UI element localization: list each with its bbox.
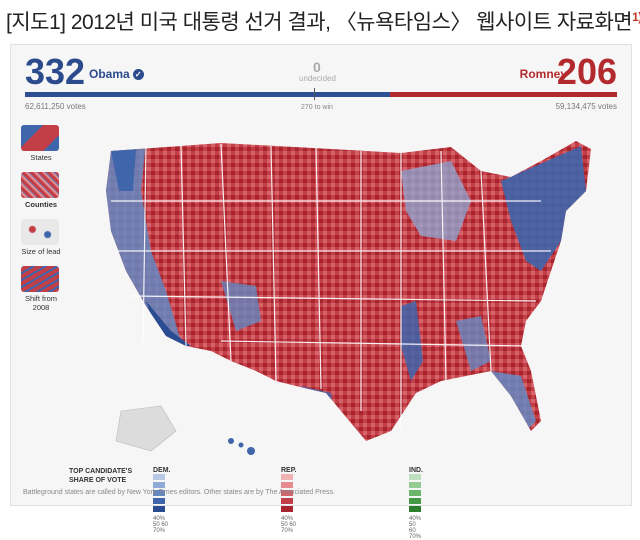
view-label-size-of-lead[interactable]: Size of lead — [21, 247, 61, 256]
view-switcher: States Counties Size of lead Shift from … — [21, 125, 69, 322]
view-thumb-counties[interactable] — [21, 172, 59, 198]
legend-swatch — [409, 474, 421, 480]
legend-swatch — [409, 482, 421, 488]
view-thumb-states[interactable] — [21, 125, 59, 151]
legend-swatch — [409, 498, 421, 504]
romney-name: Romney — [519, 67, 567, 81]
legend-ind-swatches — [409, 474, 421, 514]
obama-label: Obama ✓ — [89, 67, 144, 81]
legend-swatch — [153, 474, 165, 480]
legend-swatch — [281, 490, 293, 496]
caption-prefix: [지도1] — [6, 11, 66, 34]
figure-caption: [지도1] 2012년 미국 대통령 선거 결과, 〈뉴욕타임스〉 웹사이트 자… — [6, 6, 640, 40]
alaska — [115, 405, 177, 452]
undecided-label: undecided — [299, 74, 336, 83]
legend-swatch — [281, 498, 293, 504]
legend-dem-scale: 40% 50 60 70% — [153, 516, 169, 534]
obama-popular-votes: 62,611,250 votes — [25, 102, 86, 111]
legend-rep-swatches — [281, 474, 293, 514]
caption-text: 2012년 미국 대통령 선거 결과, 〈뉴욕타임스〉 웹사이트 자료화면 — [70, 11, 633, 34]
romney-electoral-votes: 206 — [556, 51, 617, 92]
view-thumb-shift[interactable] — [21, 266, 59, 292]
footnote: Battleground states are called by New Yo… — [23, 489, 335, 496]
romney-popular-votes: 59,134,475 votes — [555, 102, 617, 111]
footnote-mark: 1) — [632, 10, 640, 24]
obama-electoral-votes: 332 — [25, 51, 86, 92]
legend-swatch — [281, 506, 293, 512]
legend-swatch — [409, 490, 421, 496]
legend-rep: REP. 40% 50 60 70% — [281, 467, 296, 534]
legend-dem-name: DEM. — [153, 467, 171, 474]
view-label-shift[interactable]: Shift from 2008 — [24, 294, 58, 312]
legend-rep-name: REP. — [281, 467, 297, 474]
legend-swatch — [281, 482, 293, 488]
legend-swatch — [153, 490, 165, 496]
legend-ind: IND. 40% 50 60 70% — [409, 467, 423, 540]
win-threshold-tick — [314, 88, 315, 100]
electoral-bar — [25, 92, 617, 97]
legend-rep-scale: 40% 50 60 70% — [281, 516, 297, 534]
legend-ind-scale: 40% 50 60 70% — [409, 516, 422, 540]
hawaii — [228, 438, 255, 455]
win-threshold-label: 270 to win — [301, 104, 333, 111]
legend-dem-swatches — [153, 474, 165, 514]
check-icon: ✓ — [132, 69, 144, 81]
view-thumb-size-of-lead[interactable] — [21, 219, 59, 245]
legend-swatch — [281, 474, 293, 480]
legend-swatch — [153, 482, 165, 488]
view-label-states[interactable]: States — [30, 153, 52, 162]
legend-swatch — [153, 498, 165, 504]
undecided-count: 0 — [313, 59, 321, 75]
legend-dem: DEM. 40% 50 60 70% — [153, 467, 171, 534]
results-panel: 332 Obama ✓ 0 undecided Romney 206 62,611… — [10, 44, 632, 540]
obama-name: Obama — [89, 67, 130, 81]
view-label-counties[interactable]: Counties — [24, 200, 58, 209]
county-results-map — [106, 141, 591, 455]
legend-swatch — [153, 506, 165, 512]
legend-ind-name: IND. — [409, 467, 423, 474]
electoral-bar-dem — [25, 92, 391, 97]
legend-title: TOP CANDIDATE'S SHARE OF VOTE — [69, 468, 133, 484]
state-borders — [111, 143, 551, 431]
legend-swatch — [409, 506, 421, 512]
